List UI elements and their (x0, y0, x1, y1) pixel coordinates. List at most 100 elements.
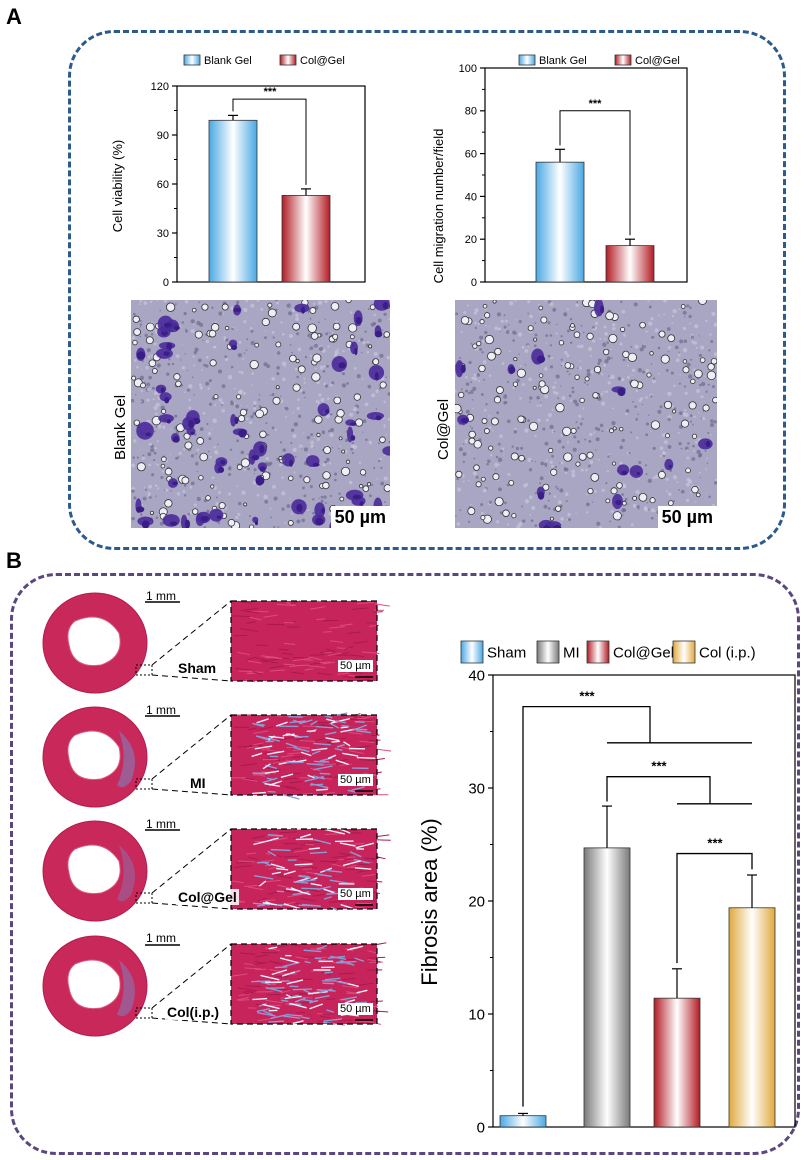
texture-dot (676, 481, 679, 483)
texture-dot (248, 420, 253, 425)
collagen-fiber (268, 735, 285, 739)
texture-dot (711, 385, 715, 389)
texture-dot (648, 414, 650, 416)
collagen-fiber (331, 740, 340, 743)
pore (702, 404, 710, 412)
texture-dot (329, 432, 334, 438)
collagen-fiber (282, 961, 300, 968)
texture-dot (685, 482, 690, 487)
texture-dot (257, 485, 260, 488)
muscle-fiber (233, 865, 252, 869)
pore (586, 451, 594, 459)
muscle-fiber (368, 739, 381, 742)
muscle-fiber (344, 645, 354, 650)
texture-dot (511, 445, 514, 448)
muscle-fiber (341, 985, 359, 989)
texture-dot (464, 439, 469, 444)
texture-dot (571, 390, 575, 394)
texture-dot (218, 490, 222, 494)
texture-dot (282, 377, 286, 382)
bar-1 (605, 245, 655, 283)
texture-dot (549, 365, 554, 369)
muscle-fiber (236, 861, 254, 864)
texture-dot (331, 447, 334, 449)
stained-cell-core (537, 491, 545, 500)
texture-dot (503, 325, 507, 329)
pore (590, 473, 600, 482)
texture-dot (654, 510, 657, 512)
texture-dot (673, 384, 676, 388)
texture-dot (202, 339, 204, 342)
texture-dot (569, 399, 572, 402)
muscle-fiber (242, 989, 257, 993)
texture-dot (568, 373, 571, 376)
muscle-fiber (281, 785, 296, 789)
muscle-fiber (238, 999, 250, 1001)
pore (484, 334, 494, 345)
texture-dot (272, 484, 276, 489)
texture-dot (203, 363, 206, 367)
stained-cell-core (600, 305, 605, 314)
texture-dot (650, 317, 654, 321)
collagen-fiber (352, 728, 368, 731)
texture-dot (138, 303, 141, 306)
pore (579, 397, 585, 404)
texture-dot (530, 519, 534, 523)
texture-dot (328, 462, 332, 465)
stained-cell-core (355, 316, 362, 325)
texture-dot (587, 346, 593, 352)
muscle-fiber (276, 603, 295, 607)
muscle-fiber (275, 944, 289, 949)
texture-dot (586, 511, 589, 514)
pore (476, 340, 482, 347)
texture-dot (661, 450, 667, 456)
collagen-fiber (303, 949, 322, 953)
texture-dot (658, 314, 661, 317)
texture-dot (264, 499, 269, 504)
pore (278, 456, 283, 461)
texture-dot (467, 391, 471, 395)
texture-dot (688, 479, 693, 484)
texture-dot (540, 401, 542, 404)
texture-dot (654, 328, 659, 333)
texture-dot (563, 467, 567, 471)
pore (164, 499, 173, 508)
texture-dot (297, 398, 300, 401)
texture-dot (657, 409, 662, 414)
texture-dot (320, 499, 324, 503)
muscle-fiber (262, 750, 276, 755)
texture-dot (471, 398, 474, 401)
texture-dot (678, 488, 680, 491)
texture-dot (180, 325, 182, 328)
texture-dot (713, 322, 717, 327)
texture-dot (323, 495, 327, 499)
collagen-fiber (311, 750, 321, 755)
texture-dot (620, 300, 623, 304)
y-tick-label: 10 (468, 1006, 485, 1023)
collagen-fiber (298, 875, 312, 879)
texture-dot (706, 462, 709, 465)
significance-label: *** (707, 836, 723, 851)
y-tick-label: 30 (157, 228, 169, 240)
texture-dot (383, 476, 388, 481)
texture-dot (533, 344, 537, 348)
texture-dot (141, 360, 144, 363)
muscle-fiber (240, 607, 258, 612)
pore (322, 471, 331, 480)
texture-dot (566, 329, 570, 333)
micrograph-col-gel: 50 µm (455, 300, 717, 528)
texture-dot (465, 375, 468, 379)
texture-dot (647, 478, 652, 484)
muscle-fiber (367, 1021, 382, 1025)
texture-dot (261, 471, 263, 474)
texture-dot (459, 356, 462, 359)
muscle-fiber (329, 626, 345, 629)
stained-cell-core (172, 436, 180, 443)
texture-dot (680, 447, 683, 450)
texture-dot (260, 307, 264, 311)
muscle-fiber (266, 767, 282, 771)
pore (173, 373, 181, 381)
legend-label-0: Sham (487, 644, 526, 661)
texture-dot (667, 417, 671, 422)
stained-cell-core (350, 435, 356, 441)
